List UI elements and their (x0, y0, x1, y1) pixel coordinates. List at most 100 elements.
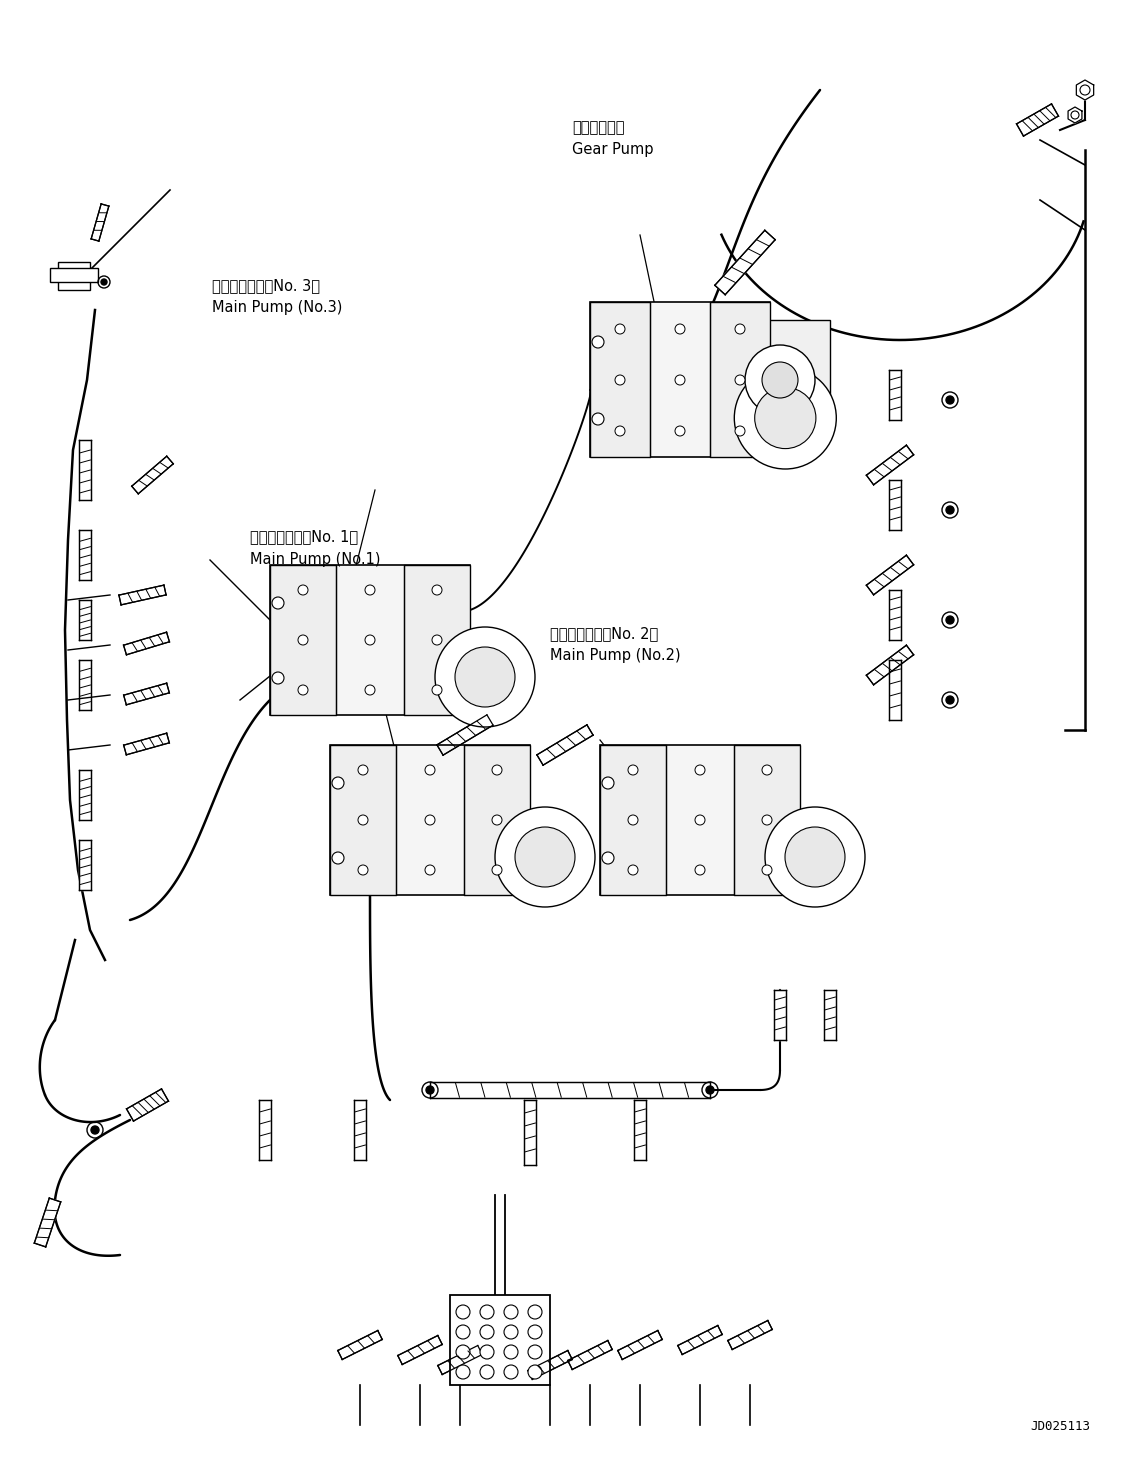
Polygon shape (34, 1198, 61, 1246)
Circle shape (492, 765, 502, 775)
Polygon shape (1076, 80, 1093, 99)
Circle shape (946, 506, 954, 514)
Polygon shape (132, 456, 173, 494)
Circle shape (425, 765, 435, 775)
Text: ギャーポンプ: ギャーポンプ (572, 120, 625, 135)
Circle shape (495, 808, 595, 907)
Circle shape (480, 1365, 493, 1380)
Polygon shape (124, 683, 169, 705)
Polygon shape (537, 724, 593, 765)
Text: JD025113: JD025113 (1030, 1421, 1090, 1432)
Bar (330, 745, 396, 895)
Circle shape (504, 1305, 518, 1320)
Circle shape (456, 1365, 469, 1380)
Circle shape (695, 865, 705, 875)
Circle shape (528, 1325, 542, 1339)
Polygon shape (889, 480, 901, 530)
Circle shape (332, 851, 343, 865)
Circle shape (504, 1365, 518, 1380)
Circle shape (763, 865, 772, 875)
Polygon shape (79, 840, 90, 890)
Text: Main Pump (No.2): Main Pump (No.2) (550, 648, 680, 663)
Circle shape (765, 808, 864, 907)
Bar (58, 262, 90, 290)
Polygon shape (714, 230, 775, 294)
Circle shape (528, 1305, 542, 1320)
Circle shape (602, 777, 614, 789)
Polygon shape (338, 1330, 382, 1359)
Bar (50, 268, 98, 282)
Polygon shape (431, 1083, 710, 1099)
Circle shape (504, 1344, 518, 1359)
Circle shape (273, 597, 284, 609)
Circle shape (358, 815, 368, 825)
Circle shape (592, 336, 605, 348)
Circle shape (763, 765, 772, 775)
Text: Main Pump (No.3): Main Pump (No.3) (212, 300, 342, 315)
Circle shape (492, 815, 502, 825)
Circle shape (946, 696, 954, 704)
Polygon shape (889, 370, 901, 420)
Circle shape (432, 635, 442, 645)
Circle shape (528, 1344, 542, 1359)
Polygon shape (397, 1336, 442, 1365)
Circle shape (785, 827, 845, 887)
Circle shape (426, 1086, 434, 1094)
Circle shape (745, 345, 815, 415)
Polygon shape (678, 1325, 722, 1355)
Circle shape (365, 685, 376, 695)
Text: Gear Pump: Gear Pump (572, 142, 654, 157)
Circle shape (365, 635, 376, 645)
Polygon shape (354, 1100, 366, 1160)
Circle shape (456, 1305, 469, 1320)
Circle shape (298, 685, 308, 695)
Circle shape (480, 1344, 493, 1359)
Circle shape (676, 323, 685, 334)
Polygon shape (79, 600, 90, 639)
Circle shape (101, 279, 106, 285)
Circle shape (455, 647, 515, 707)
Circle shape (627, 765, 638, 775)
Circle shape (676, 426, 685, 436)
Polygon shape (618, 1330, 662, 1359)
Circle shape (515, 827, 575, 887)
Polygon shape (889, 590, 901, 639)
Polygon shape (774, 990, 785, 1040)
Circle shape (602, 851, 614, 865)
Circle shape (695, 765, 705, 775)
Bar (404, 565, 469, 715)
Polygon shape (127, 1088, 168, 1121)
Circle shape (504, 1325, 518, 1339)
Bar (734, 745, 800, 895)
Polygon shape (437, 715, 493, 755)
Polygon shape (79, 660, 90, 710)
Text: メインポンプ（No. 1）: メインポンプ（No. 1） (250, 530, 357, 544)
Circle shape (615, 375, 625, 385)
Circle shape (615, 426, 625, 436)
Circle shape (425, 865, 435, 875)
Circle shape (90, 1127, 98, 1134)
Circle shape (676, 375, 685, 385)
Circle shape (735, 323, 745, 334)
Bar (464, 745, 530, 895)
Polygon shape (528, 1350, 572, 1380)
Bar (590, 301, 650, 456)
Circle shape (435, 628, 535, 727)
Bar (330, 745, 530, 895)
Polygon shape (634, 1100, 646, 1160)
Polygon shape (824, 990, 836, 1040)
Polygon shape (79, 770, 90, 819)
Circle shape (627, 815, 638, 825)
Polygon shape (437, 1346, 482, 1374)
Circle shape (365, 585, 376, 595)
Circle shape (735, 426, 745, 436)
Circle shape (528, 1365, 542, 1380)
Circle shape (480, 1305, 493, 1320)
Polygon shape (728, 1321, 772, 1349)
Bar (710, 301, 769, 456)
Circle shape (946, 616, 954, 625)
Circle shape (358, 865, 368, 875)
Circle shape (695, 815, 705, 825)
Bar (600, 745, 666, 895)
Polygon shape (92, 203, 109, 241)
